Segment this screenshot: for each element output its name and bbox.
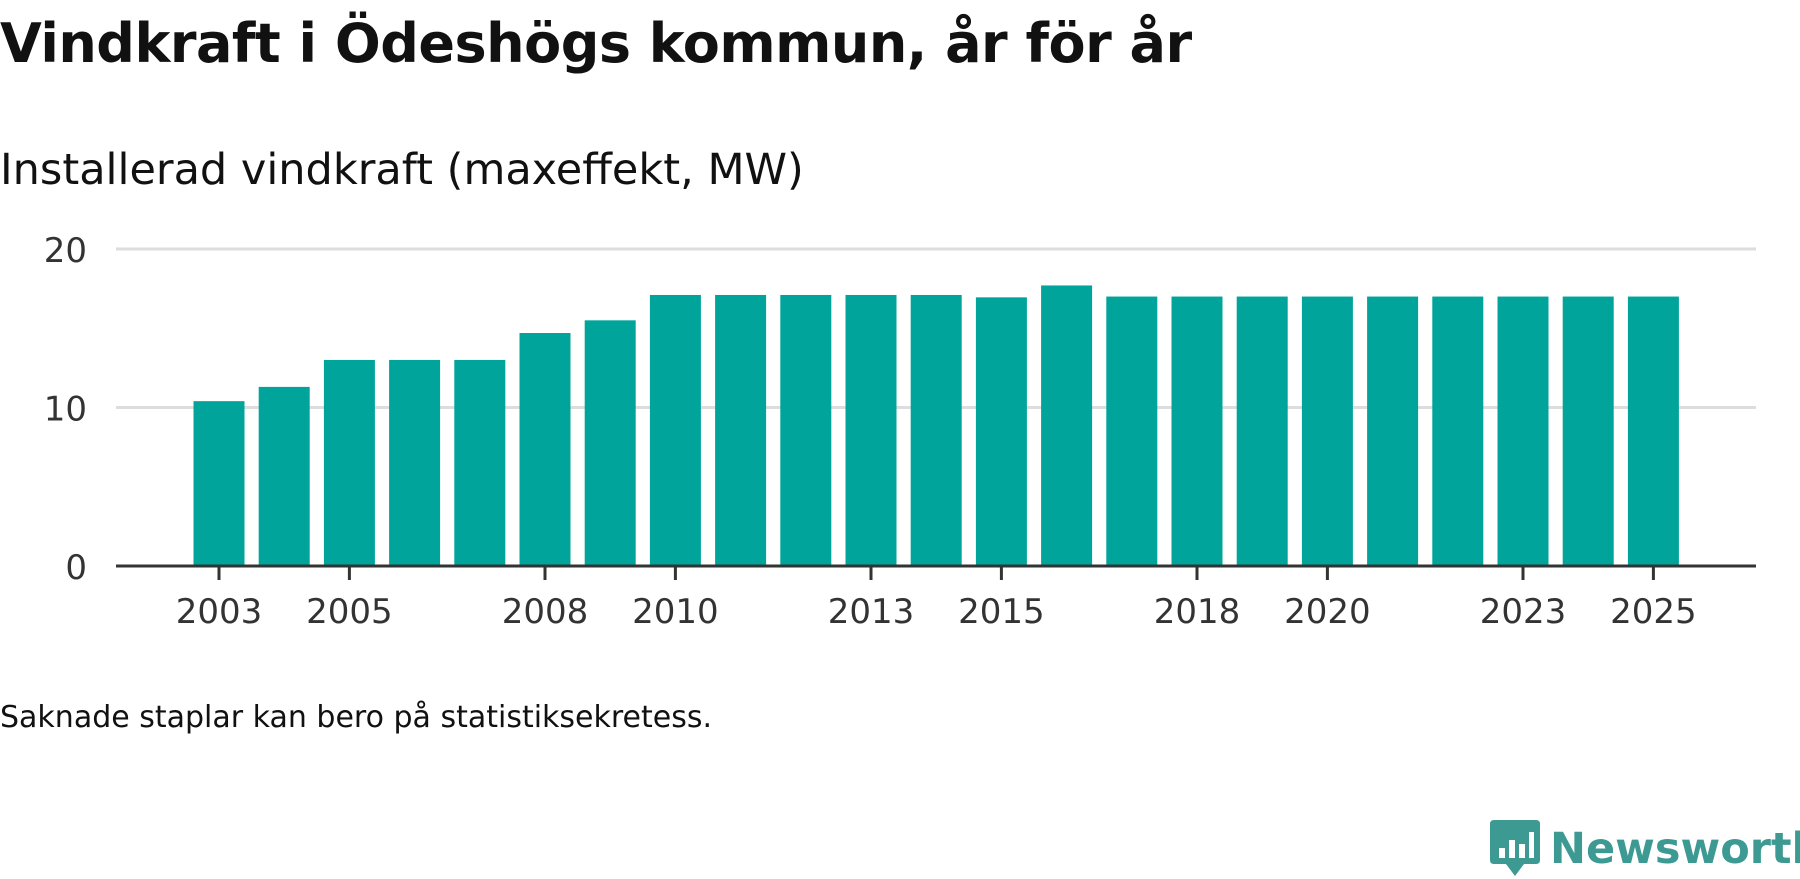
bar-2013 [845, 294, 897, 566]
bar-2020 [1301, 296, 1353, 566]
bar-2019 [1236, 296, 1288, 566]
footnote: Saknade staplar kan bero på statistiksek… [0, 700, 713, 735]
brand-name: Newsworthy [1550, 824, 1800, 874]
bar-2024 [1562, 296, 1614, 566]
x-tick-label: 2013 [828, 592, 915, 632]
bar-2016 [1041, 285, 1093, 566]
bars [193, 285, 1679, 566]
x-tick-label: 2018 [1154, 592, 1241, 632]
bar-2012 [780, 294, 832, 566]
bar-2018 [1171, 296, 1223, 566]
bar-2011 [715, 294, 767, 566]
x-tick-label: 2008 [502, 592, 589, 632]
x-tick-label: 2023 [1480, 592, 1567, 632]
x-tick-label: 2010 [632, 592, 719, 632]
y-tick-label: 0 [65, 548, 87, 588]
newsworthy-logo-icon [1490, 820, 1540, 876]
bar-2005 [323, 359, 375, 566]
bar-2008 [519, 333, 571, 566]
bar-2014 [910, 294, 962, 566]
bar-2006 [389, 359, 441, 566]
bar-2017 [1106, 296, 1158, 566]
bar-2010 [649, 294, 701, 566]
bar-2004 [258, 386, 310, 566]
y-axis-tick-labels: 0 10 20 [44, 231, 87, 588]
bar-2015 [975, 297, 1027, 566]
y-tick-label: 10 [44, 390, 87, 430]
bar-2021 [1367, 296, 1419, 566]
chart-title: Vindkraft i Ödeshögs kommun, år för år [0, 12, 1192, 75]
brand-logo: Newsworthy [1490, 820, 1800, 878]
y-tick-label: 20 [44, 231, 87, 271]
bar-2009 [584, 320, 636, 566]
bar-2007 [454, 359, 506, 566]
x-tick-label: 2020 [1284, 592, 1371, 632]
x-tick-label: 2025 [1610, 592, 1697, 632]
x-tick-label: 2005 [306, 592, 393, 632]
x-tick-label: 2015 [958, 592, 1045, 632]
x-axis: 2003 2005 2008 2010 2013 2015 2018 2020 2023 2025 [116, 564, 1756, 632]
bar-2025 [1627, 296, 1679, 566]
bar-2003 [193, 401, 245, 566]
bar-2022 [1432, 296, 1484, 566]
bar-2023 [1497, 296, 1549, 566]
x-tick-label: 2003 [176, 592, 263, 632]
chart-subtitle: Installerad vindkraft (maxeffekt, MW) [0, 145, 804, 195]
